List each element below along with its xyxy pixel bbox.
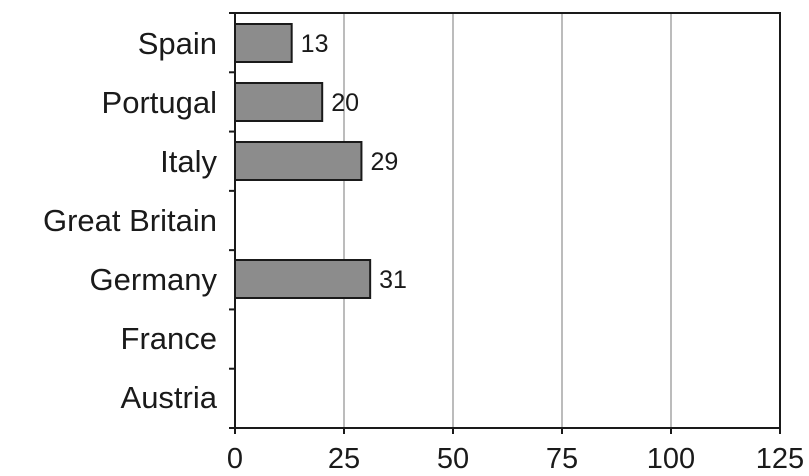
x-tick-label: 50 xyxy=(437,443,469,475)
data-label: 13 xyxy=(301,30,329,58)
gridlines xyxy=(343,13,672,428)
x-tick-labels: 0 25 50 75 100 125 xyxy=(227,443,804,475)
category-label: France xyxy=(121,321,217,356)
bar-portugal xyxy=(234,82,324,122)
data-label: 31 xyxy=(379,266,407,294)
data-labels: 13 20 29 31 xyxy=(301,30,407,294)
category-label: Austria xyxy=(121,380,218,415)
data-label: 20 xyxy=(331,89,359,117)
data-label: 29 xyxy=(370,148,398,176)
bar-italy xyxy=(234,141,363,181)
category-label: Italy xyxy=(160,144,217,179)
category-label: Great Britain xyxy=(43,203,217,238)
category-label: Portugal xyxy=(102,85,217,120)
plot-border xyxy=(234,12,781,429)
x-tick-label: 100 xyxy=(647,443,695,475)
category-label: Germany xyxy=(90,262,218,297)
bar-spain xyxy=(234,23,293,63)
category-label: Spain xyxy=(138,26,217,61)
bar-germany xyxy=(234,259,372,299)
bars xyxy=(234,23,372,299)
x-tick-label: 25 xyxy=(328,443,360,475)
category-labels: Spain Portugal Italy Great Britain Germany Fr… xyxy=(43,26,218,415)
x-tick-label: 0 xyxy=(227,443,243,475)
plot-frame xyxy=(229,12,781,434)
x-tick-label: 125 xyxy=(756,443,804,475)
x-tick-label: 75 xyxy=(546,443,578,475)
